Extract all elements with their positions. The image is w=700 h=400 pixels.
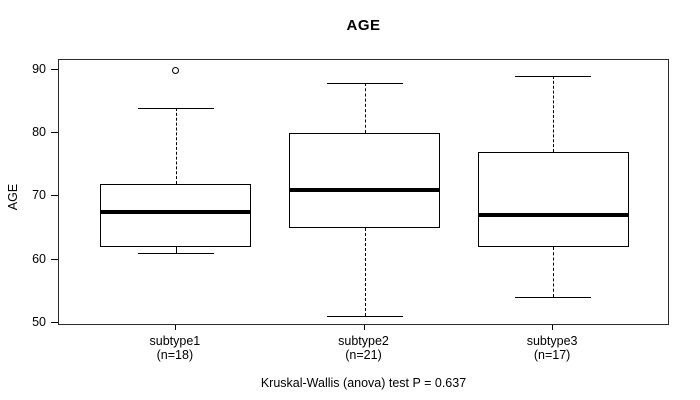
group-count: (n=17) [533,348,571,362]
y-axis-tick-label: 70 [32,188,46,203]
x-axis-group-label: subtype3 (n=17) [492,334,612,362]
y-axis-tick [51,132,58,134]
plot-area [58,59,669,325]
upper-whisker-cap [326,82,403,84]
lower-whisker-cap [137,253,214,255]
median-line [100,210,252,215]
x-axis-tick [552,325,554,330]
lower-whisker-cap [515,297,592,299]
y-axis-tick-label: 60 [32,251,46,266]
x-axis-tick [363,325,365,330]
iqr-box [289,133,440,228]
median-line [289,188,440,193]
iqr-box [100,183,252,247]
chart-title: AGE [346,17,381,34]
lower-whisker-line [364,227,366,317]
group-name: subtype2 [338,334,389,348]
x-axis-group-label: subtype2 (n=21) [304,334,424,362]
annotation-text: Kruskal-Wallis (anova) test P = 0.637 [260,376,467,390]
upper-whisker-line [175,107,177,184]
group-count: (n=21) [345,348,382,362]
lower-whisker-line [175,246,177,254]
upper-whisker-cap [515,76,592,78]
lower-whisker-line [553,246,555,298]
group-name: subtype3 [526,334,578,348]
lower-whisker-cap [326,316,403,318]
y-axis-tick-label: 50 [32,314,46,329]
upper-whisker-line [553,76,555,153]
outlier-point [172,66,180,74]
y-axis-tick [51,321,58,323]
y-axis-tick-label: 90 [32,62,46,76]
upper-whisker-line [364,82,366,134]
x-axis-group-label: subtype1 (n=18) [115,334,235,362]
upper-whisker-cap [137,107,214,109]
y-axis-tick [51,258,58,260]
median-line [477,213,629,218]
x-axis-tick [174,325,176,330]
iqr-box [477,152,629,247]
y-axis-tick-label: 80 [32,125,46,140]
group-name: subtype1 [149,334,201,348]
y-axis-tick [51,69,58,70]
y-axis-tick [51,195,58,197]
group-count: (n=18) [156,348,194,362]
